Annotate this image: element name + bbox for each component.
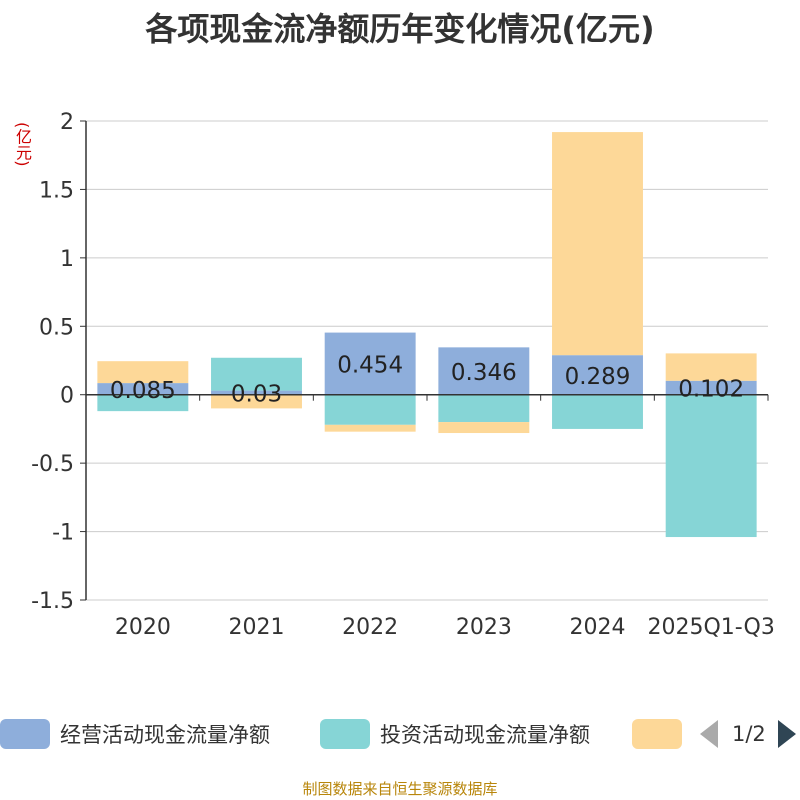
pager-next-icon[interactable] bbox=[777, 720, 796, 748]
axes: -1.5 -1 -0.5 0 0.5 1 1.5 2 2020 2021 2022 2023 2024 2… bbox=[31, 110, 775, 640]
data-label: 0.03 bbox=[231, 382, 282, 408]
y-tick-label: 2 bbox=[60, 110, 74, 135]
bar-investing-2024 bbox=[552, 394, 643, 429]
x-tick-label: 2025Q1-Q3 bbox=[647, 615, 774, 640]
bar-investing-2025Q1-Q3 bbox=[665, 394, 757, 538]
bar-financing-2025Q1-Q3 bbox=[665, 353, 757, 381]
pager-text: 1/2 bbox=[732, 722, 766, 746]
legend-item-financing[interactable] bbox=[632, 716, 682, 752]
legend-swatch-investing bbox=[320, 719, 370, 749]
x-tick-label: 2020 bbox=[115, 615, 171, 640]
y-tick-label: 1.5 bbox=[39, 178, 74, 203]
y-tick-label: -1 bbox=[52, 521, 74, 546]
y-tick-label: -0.5 bbox=[31, 452, 74, 477]
x-tick-label: 2024 bbox=[570, 615, 626, 640]
source-note: 制图数据来自恒生聚源数据库 bbox=[302, 780, 498, 798]
y-axis-unit-label: (亿元) bbox=[13, 122, 32, 167]
grid-lines bbox=[86, 120, 768, 601]
bar-investing-2023 bbox=[438, 394, 530, 423]
y-tick-label: 0 bbox=[60, 384, 74, 409]
bar-chart: -1.5 -1 -0.5 0 0.5 1 1.5 2 2020 2021 2022 2023 2024 2… bbox=[31, 110, 775, 640]
chart-title: 各项现金流净额历年变化情况(亿元) bbox=[145, 10, 655, 48]
bar-financing-2024 bbox=[552, 132, 643, 356]
bar-operating-2023 bbox=[438, 347, 530, 395]
data-label: 0.454 bbox=[337, 353, 403, 379]
legend-label-operating: 经营活动现金流量净额 bbox=[60, 723, 270, 747]
data-label: 0.346 bbox=[451, 360, 517, 386]
bar-operating-2020 bbox=[97, 383, 189, 395]
legend-pager: 1/2 bbox=[700, 716, 796, 752]
data-label: 0.085 bbox=[110, 378, 176, 404]
bar-operating-2025Q1-Q3 bbox=[665, 380, 757, 395]
y-tick-label: 1 bbox=[60, 247, 74, 272]
data-labels: 0.085 0.03 0.454 0.346 0.289 0.102 bbox=[110, 353, 744, 408]
bar-financing-2020 bbox=[97, 361, 189, 384]
y-tick-label: -1.5 bbox=[31, 589, 74, 614]
legend-swatch-financing bbox=[632, 719, 682, 749]
pager-prev-icon[interactable] bbox=[700, 720, 718, 748]
bar-operating-2021 bbox=[211, 390, 302, 395]
x-tick-label: 2022 bbox=[342, 615, 398, 640]
legend-label-investing: 投资活动现金流量净额 bbox=[380, 723, 590, 747]
bar-series bbox=[97, 132, 757, 538]
bar-investing-2021 bbox=[211, 357, 302, 391]
bar-operating-2024 bbox=[552, 355, 643, 395]
data-label: 0.102 bbox=[678, 377, 744, 403]
x-tick-label: 2023 bbox=[456, 615, 512, 640]
x-tick-label: 2021 bbox=[229, 615, 285, 640]
legend-item-operating[interactable]: 经营活动现金流量净额 bbox=[0, 716, 270, 752]
legend-item-investing[interactable]: 投资活动现金流量净额 bbox=[320, 716, 590, 752]
bar-investing-2020 bbox=[97, 394, 189, 412]
bar-investing-2022 bbox=[324, 394, 416, 425]
legend-swatch-operating bbox=[0, 719, 50, 749]
bar-operating-2022 bbox=[324, 332, 416, 395]
bar-financing-2021 bbox=[211, 394, 302, 409]
data-label: 0.289 bbox=[565, 364, 631, 390]
bar-financing-2023 bbox=[438, 422, 530, 434]
legend: 经营活动现金流量净额 投资活动现金流量净额 bbox=[0, 716, 800, 752]
y-tick-label: 0.5 bbox=[39, 315, 74, 340]
bar-financing-2022 bbox=[324, 424, 416, 432]
